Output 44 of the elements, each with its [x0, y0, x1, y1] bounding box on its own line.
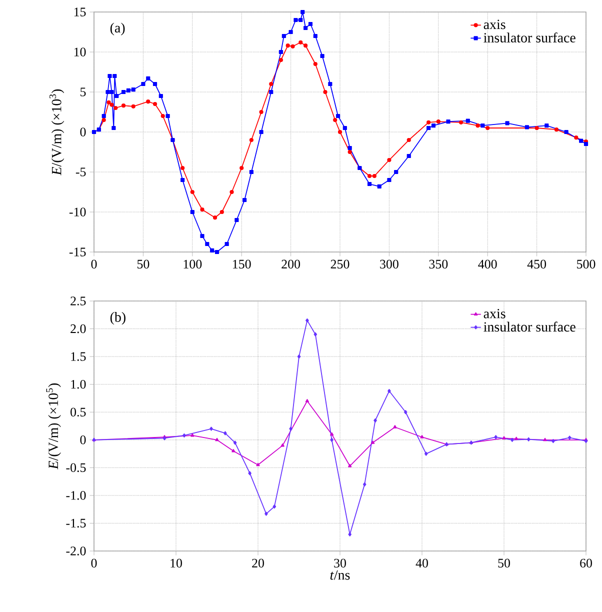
x-tick-label: 100 — [184, 260, 202, 269]
y-tick-label: 15 — [74, 8, 86, 16]
x-tick-label: 30 — [334, 558, 346, 568]
y-tick-label: 2.5 — [70, 296, 86, 306]
x-tick-label: 0 — [91, 558, 97, 568]
y-tick-label: 2.0 — [70, 324, 86, 334]
y-tick-label: -10 — [69, 208, 86, 216]
x-tick-label: 50 — [137, 260, 150, 269]
legend-label: insulator surface — [484, 32, 576, 42]
y-tick-label: -0.5 — [66, 463, 86, 472]
x-tick-label: 400 — [478, 260, 497, 269]
y-tick-label: 5 — [80, 88, 86, 96]
x-tick-label: 50 — [498, 558, 510, 568]
y-tick-label: -15 — [69, 248, 86, 256]
x-tick-label: 150 — [233, 260, 251, 269]
x-tick-label: 450 — [527, 260, 546, 269]
y-tick-label: -1.5 — [66, 518, 86, 528]
y-axis-title: E/(V/m) (×10$^{3}$) — [49, 89, 64, 176]
legend-label: axis — [484, 308, 506, 318]
x-tick-label: 0 — [91, 260, 97, 269]
annotation: (b) — [110, 312, 126, 325]
y-tick-label: 0 — [80, 128, 86, 136]
x-tick-label: 200 — [282, 260, 300, 269]
legend-label: axis — [484, 20, 506, 30]
y-tick-label: 0.5 — [70, 408, 86, 417]
x-tick-label: 60 — [580, 558, 592, 568]
x-tick-label: 250 — [330, 260, 350, 269]
x-tick-label: 300 — [380, 260, 398, 269]
x-tick-label: 40 — [416, 558, 428, 568]
x-tick-label: 20 — [252, 558, 264, 568]
y-tick-label: -1.0 — [66, 491, 86, 500]
x-tick-label: 10 — [170, 558, 182, 568]
y-axis-title: E/(V/m) (×10$^{5}$) — [46, 383, 61, 470]
y-tick-label: -5 — [76, 168, 86, 176]
annotation: (a) — [110, 22, 125, 36]
y-tick-label: 0 — [80, 436, 86, 444]
x-tick-label: 350 — [429, 260, 448, 269]
x-axis-title: t/ns — [330, 570, 350, 580]
y-tick-label: 1.5 — [71, 352, 86, 361]
y-tick-label: 10 — [74, 48, 86, 56]
x-tick-label: 500 — [577, 260, 596, 269]
y-tick-label: -2.0 — [66, 546, 86, 556]
y-tick-label: 1.0 — [71, 380, 86, 389]
legend-label: insulator surface — [484, 322, 576, 332]
